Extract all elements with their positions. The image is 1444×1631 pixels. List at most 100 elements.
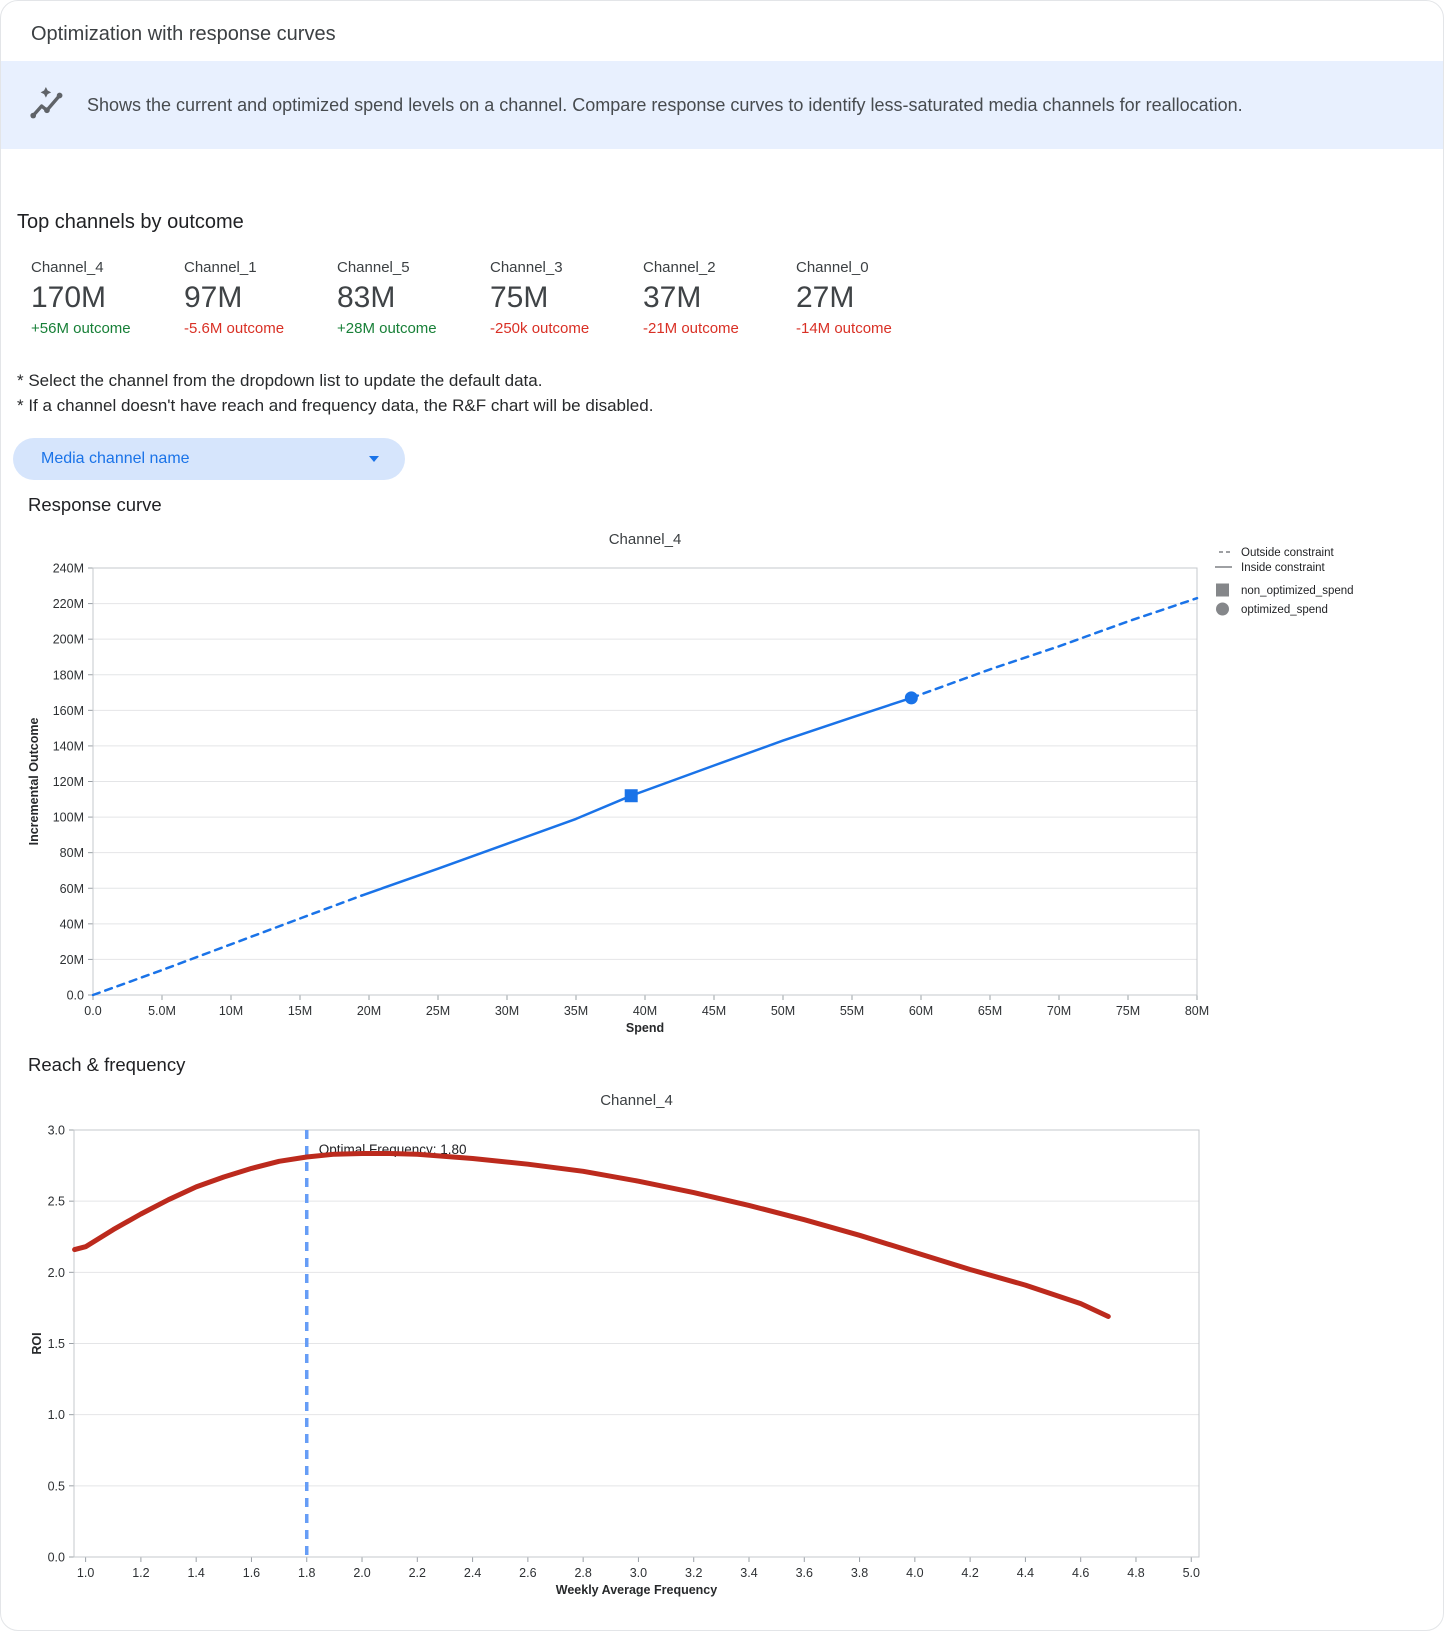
svg-text:4.2: 4.2 xyxy=(961,1566,978,1580)
channel-value: 75M xyxy=(490,281,549,314)
svg-text:1.0: 1.0 xyxy=(48,1408,65,1422)
svg-text:2.8: 2.8 xyxy=(574,1566,591,1580)
channel-name: Channel_0 xyxy=(796,259,869,276)
channel-card: Channel_1 97M -5.6M outcome xyxy=(184,257,337,341)
svg-text:0.0: 0.0 xyxy=(48,1551,65,1565)
svg-text:2.6: 2.6 xyxy=(519,1566,536,1580)
svg-text:2.2: 2.2 xyxy=(409,1566,426,1580)
svg-text:60M: 60M xyxy=(60,882,84,896)
svg-text:100M: 100M xyxy=(53,811,84,825)
channel-name: Channel_2 xyxy=(643,259,716,276)
svg-text:Incremental Outcome: Incremental Outcome xyxy=(27,718,41,846)
footnote-1: * Select the channel from the dropdown l… xyxy=(17,371,543,390)
svg-text:1.0: 1.0 xyxy=(77,1566,94,1580)
insights-icon xyxy=(30,87,63,119)
channel-outcome: -250k outcome xyxy=(490,320,590,337)
channel-outcome: -21M outcome xyxy=(643,320,739,337)
svg-text:220M: 220M xyxy=(53,597,84,611)
series-roi_curve xyxy=(72,1151,1111,1319)
channel-value: 97M xyxy=(184,281,243,314)
svg-text:15M: 15M xyxy=(288,1004,312,1018)
series-outside_constraint_low xyxy=(91,894,364,997)
channel-card: Channel_2 37M -21M outcome xyxy=(643,257,796,341)
svg-text:3.8: 3.8 xyxy=(851,1566,868,1580)
svg-text:3.0: 3.0 xyxy=(48,1124,65,1138)
footnotes: * Select the channel from the dropdown l… xyxy=(17,369,653,418)
svg-text:0.0: 0.0 xyxy=(84,1004,101,1018)
svg-text:ROI: ROI xyxy=(30,1332,44,1354)
svg-text:45M: 45M xyxy=(702,1004,726,1018)
footnote-2: * If a channel doesn't have reach and fr… xyxy=(17,395,654,415)
svg-text:3.4: 3.4 xyxy=(740,1566,757,1580)
channel-value: 27M xyxy=(796,281,855,314)
channel-name: Channel_1 xyxy=(184,259,257,276)
svg-text:2.5: 2.5 xyxy=(48,1195,65,1209)
channel-outcome: -5.6M outcome xyxy=(184,320,285,337)
svg-text:2.0: 2.0 xyxy=(48,1266,65,1280)
caret-down-icon xyxy=(369,456,379,462)
channel-card: Channel_5 83M +28M outcome xyxy=(337,257,490,341)
svg-text:65M: 65M xyxy=(978,1004,1002,1018)
channel-value: 83M xyxy=(337,281,396,314)
svg-text:1.4: 1.4 xyxy=(187,1566,204,1580)
channel-name: Channel_5 xyxy=(337,259,410,276)
svg-text:20M: 20M xyxy=(357,1004,381,1018)
series-outside_constraint_high xyxy=(910,596,1199,700)
svg-text:5.0M: 5.0M xyxy=(148,1004,176,1018)
svg-text:55M: 55M xyxy=(840,1004,864,1018)
svg-text:240M: 240M xyxy=(53,562,84,576)
svg-text:4.4: 4.4 xyxy=(1017,1566,1034,1580)
svg-text:10M: 10M xyxy=(219,1004,243,1018)
svg-text:1.5: 1.5 xyxy=(48,1337,65,1351)
svg-text:2.4: 2.4 xyxy=(464,1566,481,1580)
channel-outcome: +28M outcome xyxy=(337,320,437,337)
svg-text:30M: 30M xyxy=(495,1004,519,1018)
svg-text:200M: 200M xyxy=(53,633,84,647)
svg-text:0.0: 0.0 xyxy=(67,989,84,1003)
svg-text:3.2: 3.2 xyxy=(685,1566,702,1580)
channel-card: Channel_4 170M +56M outcome xyxy=(31,257,184,341)
svg-text:75M: 75M xyxy=(1116,1004,1140,1018)
svg-text:120M: 120M xyxy=(53,775,84,789)
media-channel-dropdown[interactable]: Media channel name xyxy=(13,438,405,480)
svg-text:70M: 70M xyxy=(1047,1004,1071,1018)
svg-text:40M: 40M xyxy=(60,917,84,931)
svg-text:80M: 80M xyxy=(1185,1004,1209,1018)
legend-label: non_optimized_spend xyxy=(1241,585,1354,597)
svg-text:4.6: 4.6 xyxy=(1072,1566,1089,1580)
svg-text:5.0: 5.0 xyxy=(1183,1566,1200,1580)
svg-text:80M: 80M xyxy=(60,846,84,860)
non_optimized_spend-marker xyxy=(624,789,638,803)
channel-value: 170M xyxy=(31,281,107,314)
svg-text:25M: 25M xyxy=(426,1004,450,1018)
svg-text:Channel_4: Channel_4 xyxy=(609,531,682,548)
svg-text:Weekly Average Frequency: Weekly Average Frequency xyxy=(556,1583,717,1597)
svg-text:1.8: 1.8 xyxy=(298,1566,315,1580)
svg-text:35M: 35M xyxy=(564,1004,588,1018)
channel-outcome: -14M outcome xyxy=(796,320,892,337)
info-banner: Shows the current and optimized spend le… xyxy=(1,61,1443,149)
channel-value: 37M xyxy=(643,281,702,314)
svg-text:2.0: 2.0 xyxy=(353,1566,370,1580)
svg-text:20M: 20M xyxy=(60,953,84,967)
media-channel-dropdown-label: Media channel name xyxy=(41,450,190,467)
chart2-svg: 0.0 0.5 1.0 1.5 2.0 2.5 3.0 1.0 1.2 1.4 1.6 1.8 2.0 2… xyxy=(30,1092,1200,1597)
response-curve-chart: 0.0 20M 40M 60M 80M 100M 120M 140M 160M 180M 200M 2… xyxy=(1,521,1443,1041)
svg-text:Channel_4: Channel_4 xyxy=(600,1092,673,1109)
svg-text:180M: 180M xyxy=(53,668,84,682)
svg-text:4.0: 4.0 xyxy=(906,1566,923,1580)
svg-text:50M: 50M xyxy=(771,1004,795,1018)
legend-label: Outside constraint xyxy=(1241,547,1334,559)
channel-card: Channel_3 75M -250k outcome xyxy=(490,257,643,341)
svg-text:Spend: Spend xyxy=(626,1021,664,1035)
svg-text:4.8: 4.8 xyxy=(1127,1566,1144,1580)
svg-text:1.2: 1.2 xyxy=(132,1566,149,1580)
reach-frequency-chart: 0.0 0.5 1.0 1.5 2.0 2.5 3.0 1.0 1.2 1.4 1.6 1.8 2.0 2… xyxy=(1,1079,1443,1630)
svg-text:160M: 160M xyxy=(53,704,84,718)
response-curve-heading: Response curve xyxy=(28,494,162,515)
reach-frequency-heading: Reach & frequency xyxy=(28,1054,186,1075)
chart1-svg: 0.0 20M 40M 60M 80M 100M 120M 140M 160M 180M 200M 2… xyxy=(27,531,1354,1035)
svg-text:60M: 60M xyxy=(909,1004,933,1018)
banner-text: Shows the current and optimized spend le… xyxy=(87,94,1243,115)
